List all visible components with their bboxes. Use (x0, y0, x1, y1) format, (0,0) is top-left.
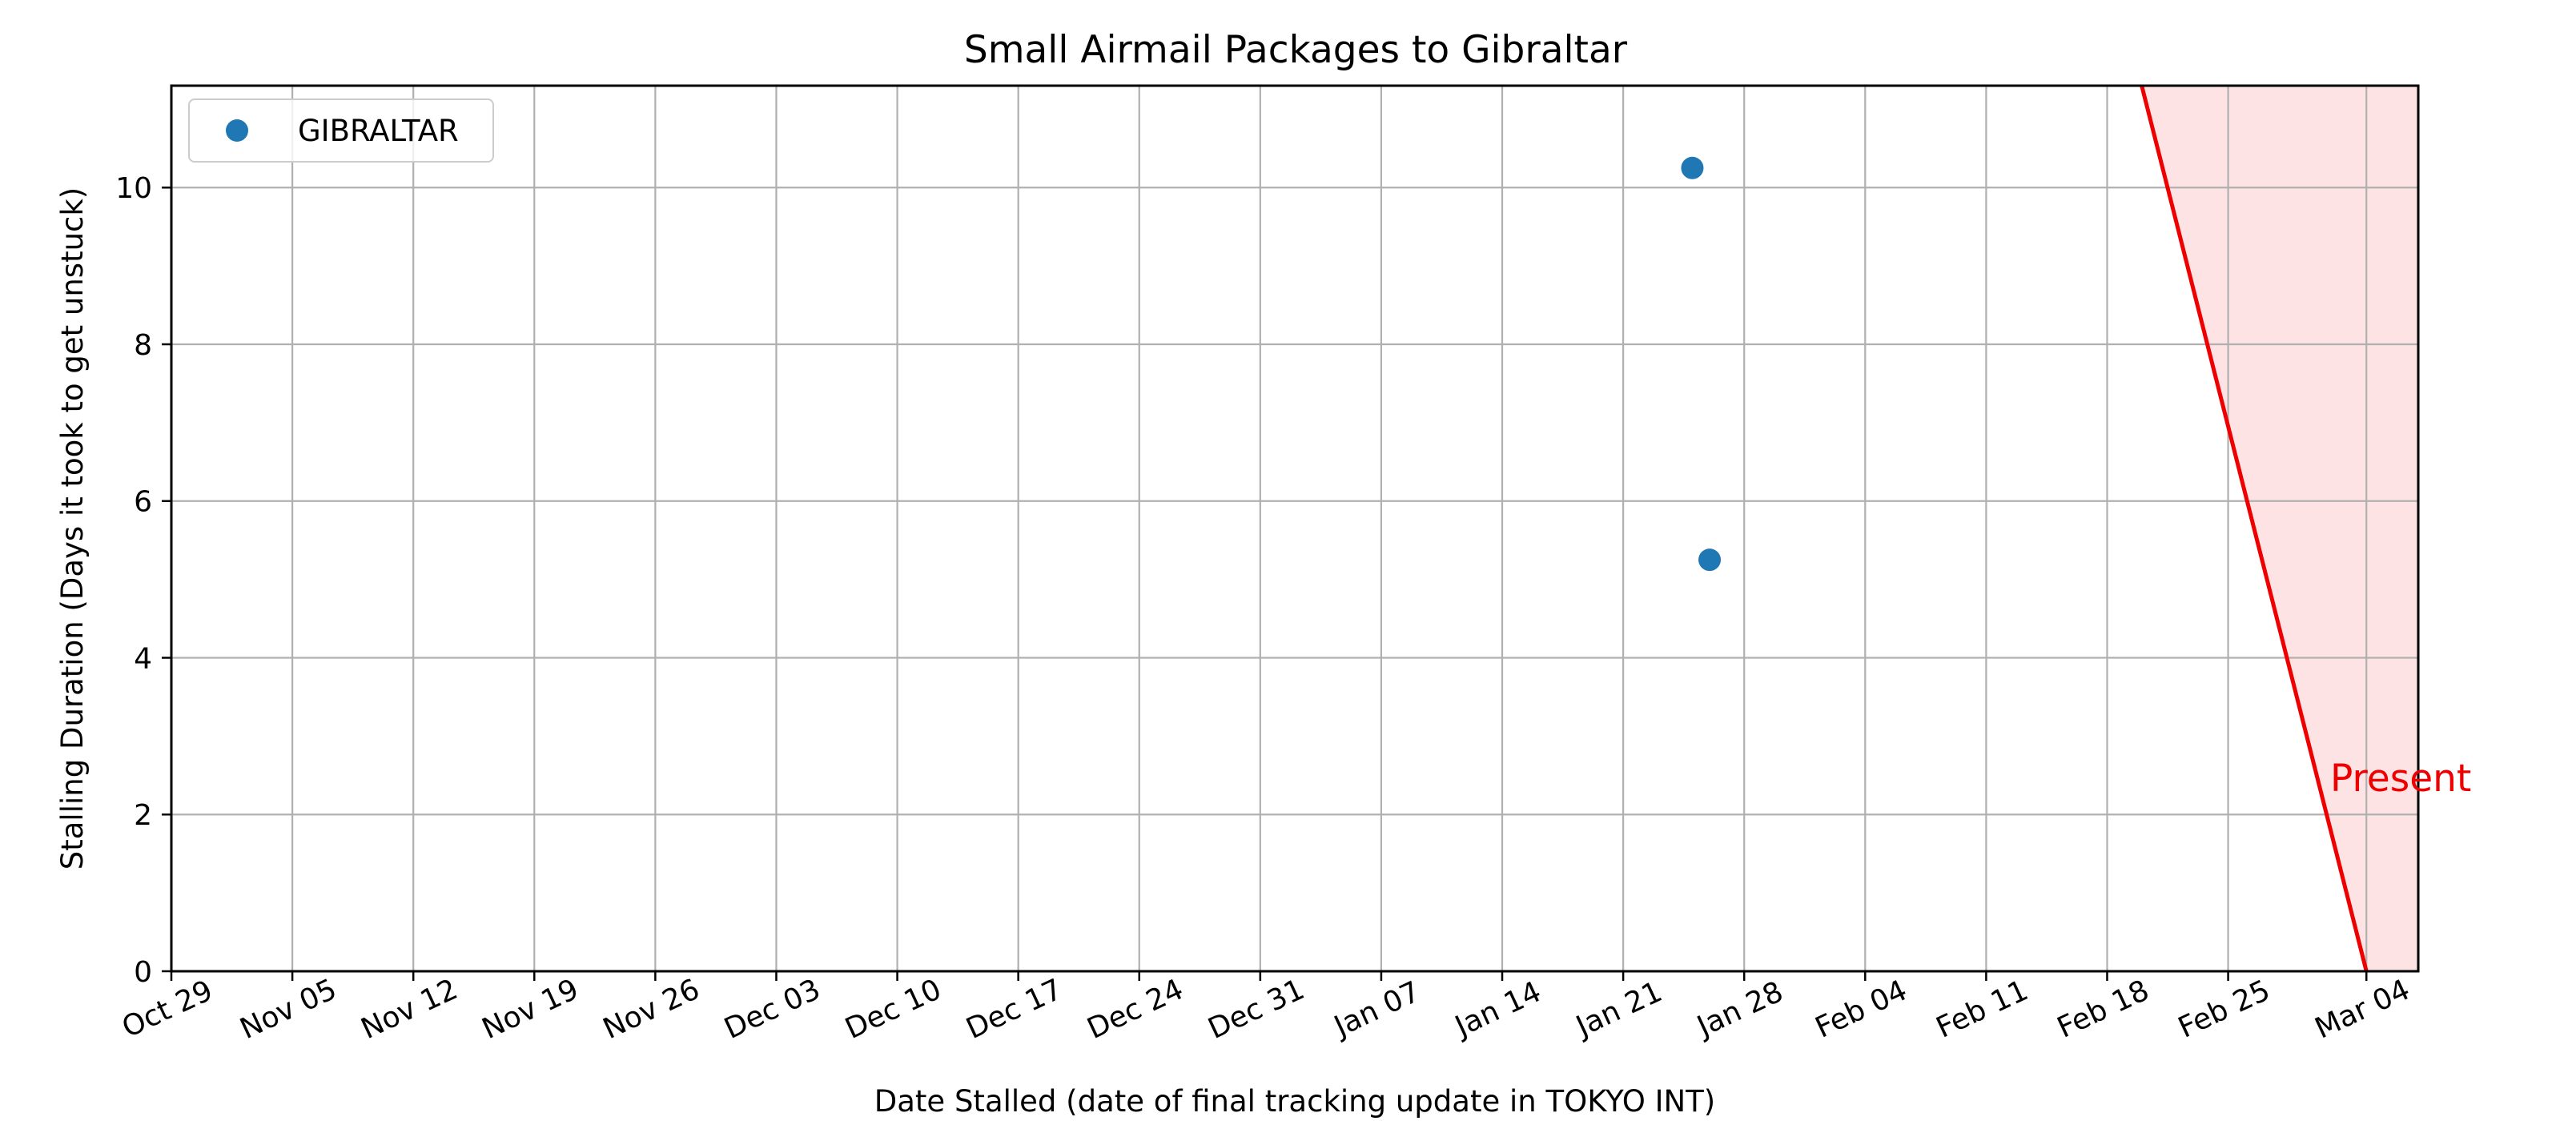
plot-area-frame (170, 84, 2420, 973)
y-tick-label: 6 (134, 486, 152, 519)
scatter-point (1681, 156, 1704, 179)
y-tick-label: 10 (115, 172, 152, 205)
y-tick-label: 4 (134, 642, 152, 675)
y-tick-label: 8 (134, 329, 152, 362)
legend: GIBRALTAR (188, 98, 494, 163)
legend-marker (226, 119, 248, 142)
chart-title: Small Airmail Packages to Gibraltar (964, 28, 1628, 72)
present-shaded-region (2141, 86, 2418, 971)
legend-label: GIBRALTAR (298, 114, 459, 148)
y-tick-label: 2 (134, 799, 152, 832)
legend-box (188, 98, 494, 163)
y-tick-label: 0 (134, 956, 152, 989)
x-axis-label: Date Stalled (date of final tracking upd… (874, 1084, 1715, 1119)
present-label: Present (2330, 757, 2471, 801)
y-axis-label: Stalling Duration (Days it took to get u… (55, 187, 90, 870)
present-line (2140, 85, 2369, 972)
scatter-point (1698, 548, 1722, 572)
